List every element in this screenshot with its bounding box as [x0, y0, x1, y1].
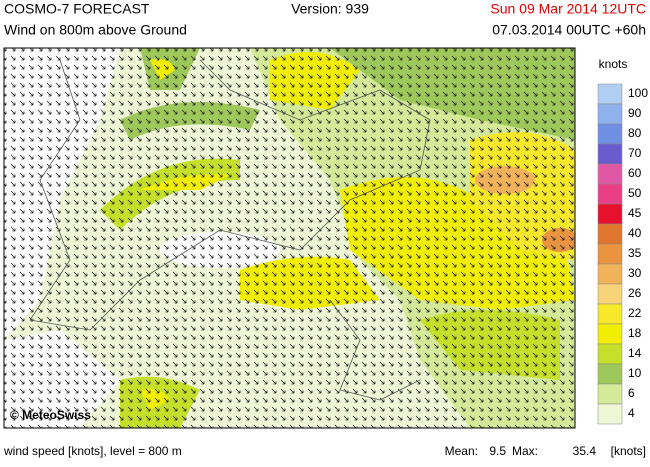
legend-label: 10: [628, 366, 642, 380]
legend-swatch: [597, 343, 623, 365]
legend: 100 90 80 70 60 50 45 40 35 30 26 22 18 14 10 6 4: [597, 83, 648, 425]
subtitle: Wind on 800m above Ground: [4, 22, 187, 38]
unit: [knots]: [611, 444, 646, 458]
legend-label: 90: [628, 106, 642, 120]
legend-swatch: [597, 223, 623, 245]
mean-label: Mean:: [445, 444, 478, 458]
legend-swatch: [597, 283, 623, 305]
legend-swatch: [597, 323, 623, 345]
legend-swatch: [597, 303, 623, 325]
title: COSMO-7 FORECAST: [4, 1, 150, 17]
legend-swatch: [597, 383, 623, 405]
legend-swatch: [597, 123, 623, 145]
legend-label: 70: [628, 146, 642, 160]
footer-left: wind speed [knots], level = 800 m: [3, 444, 182, 458]
mean-value: 9.5: [489, 444, 506, 458]
legend-label: 30: [628, 266, 642, 280]
max-value: 35.4: [573, 444, 597, 458]
legend-label: 40: [628, 226, 642, 240]
run-time: 07.03.2014 00UTC +60h: [492, 22, 646, 38]
legend-label: 45: [628, 206, 642, 220]
legend-swatch: [597, 243, 623, 265]
version: Version: 939: [291, 1, 369, 17]
legend-label: 60: [628, 166, 642, 180]
legend-label: 35: [628, 246, 642, 260]
legend-label: 22: [628, 306, 642, 320]
legend-swatch: [597, 163, 623, 185]
legend-title: knots: [599, 57, 628, 71]
legend-label: 6: [628, 386, 635, 400]
legend-swatch: [597, 203, 623, 225]
legend-swatch: [597, 403, 623, 425]
legend-label: 26: [628, 286, 642, 300]
valid-time: Sun 09 Mar 2014 12UTC: [490, 1, 646, 17]
legend-label: 100: [628, 86, 648, 100]
legend-label: 80: [628, 126, 642, 140]
legend-swatch: [597, 183, 623, 205]
legend-swatch: [597, 363, 623, 385]
legend-label: 50: [628, 186, 642, 200]
legend-label: 4: [628, 406, 635, 420]
max-label: Max:: [512, 444, 538, 458]
legend-swatch: [597, 83, 623, 105]
legend-label: 14: [628, 346, 642, 360]
map-frame: [3, 47, 576, 429]
map: [4, 48, 575, 428]
legend-swatch: [597, 143, 623, 165]
legend-swatch: [597, 103, 623, 125]
legend-swatch: [597, 263, 623, 285]
watermark: © MeteoSwiss: [10, 408, 91, 422]
legend-label: 18: [628, 326, 642, 340]
